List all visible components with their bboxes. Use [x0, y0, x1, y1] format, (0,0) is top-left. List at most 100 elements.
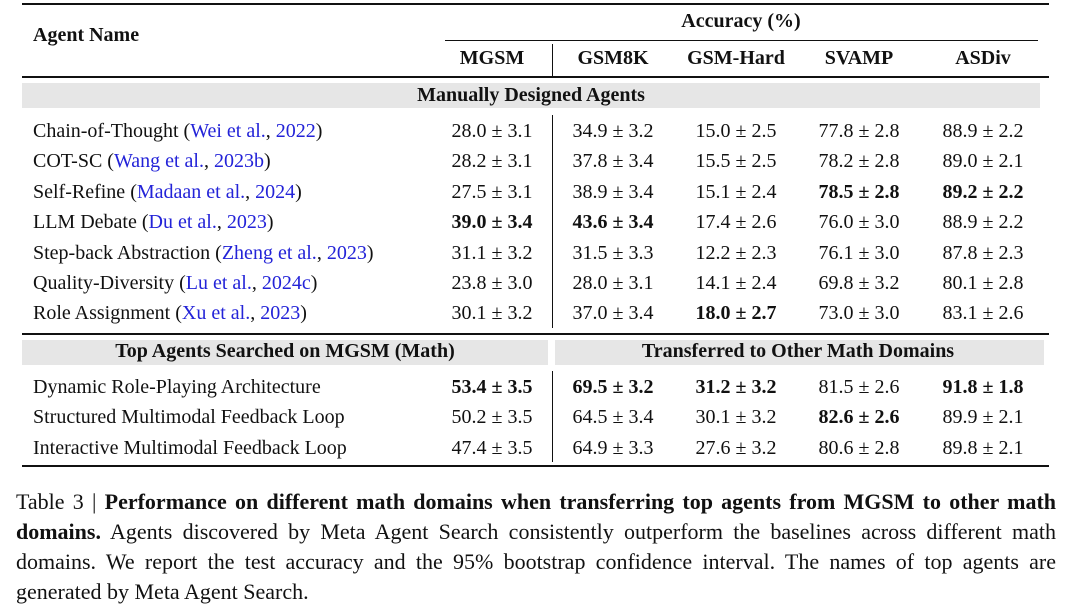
accuracy-cell: 15.5 ± 2.5 — [695, 150, 777, 173]
agent-label: , — [265, 120, 276, 142]
agent-label: , — [251, 272, 262, 294]
agent-label: Interactive Multimodal Feedback Loop — [33, 436, 347, 459]
citation-link: 2023b — [213, 150, 264, 173]
accuracy-cell: 15.1 ± 2.4 — [695, 180, 777, 203]
accuracy-cell: 89.2 ± 2.2 — [942, 180, 1024, 203]
agent-name: Chain-of-Thought (Wei et al., 2022) — [33, 119, 322, 143]
citation-link: 2024c — [261, 272, 311, 294]
accuracy-cell: 87.8 ± 2.3 — [942, 241, 1024, 264]
agent-label: ) — [366, 241, 374, 264]
agent-label: Dynamic Role-Playing Architecture — [33, 376, 321, 398]
accuracy-cell: 82.6 ± 2.6 — [818, 406, 900, 429]
rule — [552, 44, 553, 77]
accuracy-cell: 80.6 ± 2.8 — [818, 436, 900, 459]
agent-label: LLM Debate ( — [33, 211, 149, 234]
accuracy-cell: 34.9 ± 3.2 — [572, 120, 654, 142]
agent-label: Quality-Diversity ( — [33, 272, 186, 294]
agent-name: Step-back Abstraction (Zheng et al., 202… — [33, 241, 373, 265]
accuracy-cell: 64.5 ± 3.4 — [572, 406, 654, 429]
citation-link: Xu et al. — [181, 302, 251, 325]
agent-label: COT-SC ( — [33, 150, 114, 173]
section-band — [555, 340, 1044, 365]
header-group: Accuracy (%) — [681, 10, 801, 32]
accuracy-cell: 91.8 ± 1.8 — [942, 376, 1024, 398]
citation-link: Wang et al. — [113, 150, 204, 173]
accuracy-cell: 27.5 ± 3.1 — [451, 180, 533, 203]
caption: Table 3 | Performance on different math … — [16, 487, 1056, 607]
accuracy-cell: 15.0 ± 2.5 — [695, 120, 777, 142]
accuracy-cell: 12.2 ± 2.3 — [695, 241, 777, 264]
accuracy-cell: 53.4 ± 3.5 — [451, 376, 533, 398]
column-header: GSM8K — [577, 47, 649, 69]
rule — [22, 76, 1049, 78]
column-header: ASDiv — [955, 47, 1011, 69]
accuracy-cell: 31.5 ± 3.3 — [572, 241, 654, 264]
agent-label: Step-back Abstraction ( — [33, 241, 222, 264]
accuracy-cell: 69.8 ± 3.2 — [818, 272, 900, 294]
accuracy-cell: 18.0 ± 2.7 — [695, 302, 777, 325]
agent-label: ) — [295, 180, 302, 203]
agent-label: , — [203, 150, 214, 173]
section-title: Top Agents Searched on MGSM (Math) — [115, 340, 455, 362]
agent-label: ) — [263, 150, 271, 173]
section-title: Manually Designed Agents — [417, 84, 645, 106]
accuracy-cell: 17.4 ± 2.6 — [695, 211, 777, 234]
accuracy-cell: 78.2 ± 2.8 — [818, 150, 900, 173]
agent-label: ) — [310, 272, 318, 294]
accuracy-cell: 28.0 ± 3.1 — [451, 120, 533, 142]
accuracy-cell: 50.2 ± 3.5 — [451, 406, 533, 429]
accuracy-cell: 78.5 ± 2.8 — [818, 180, 900, 203]
accuracy-cell: 73.0 ± 3.0 — [818, 302, 900, 325]
citation-link: Madaan et al. — [136, 180, 246, 203]
accuracy-cell: 64.9 ± 3.3 — [572, 436, 654, 459]
rule — [552, 115, 553, 328]
citation-link: 2023 — [326, 241, 367, 264]
rule — [22, 465, 1049, 467]
agent-label: Structured Multimodal Feedback Loop — [33, 406, 345, 429]
section-title: Transferred to Other Math Domains — [641, 340, 955, 362]
caption-text: Agents discovered by Meta Agent Search c… — [16, 519, 1056, 604]
accuracy-cell: 37.0 ± 3.4 — [572, 302, 654, 325]
accuracy-cell: 89.9 ± 2.1 — [942, 406, 1024, 429]
column-header: SVAMP — [824, 47, 894, 69]
accuracy-cell: 83.1 ± 2.6 — [942, 302, 1024, 325]
agent-name: Interactive Multimodal Feedback Loop — [33, 436, 347, 460]
agent-label: , — [245, 180, 256, 203]
agent-label: , — [250, 302, 261, 325]
agent-label: ) — [315, 120, 323, 142]
accuracy-cell: 28.0 ± 3.1 — [572, 272, 654, 294]
accuracy-cell: 39.0 ± 3.4 — [451, 211, 533, 234]
agent-name: Dynamic Role-Playing Architecture — [33, 375, 321, 399]
caption-title: Performance on different math domains wh… — [16, 489, 1057, 544]
caption-label: Table 3 | — [16, 489, 97, 514]
citation-link: Lu et al. — [185, 272, 252, 294]
accuracy-cell: 81.5 ± 2.6 — [818, 376, 900, 398]
citation-link: 2022 — [275, 120, 316, 142]
accuracy-cell: 89.8 ± 2.1 — [942, 436, 1024, 459]
rule — [22, 3, 1049, 5]
accuracy-cell: 47.4 ± 3.5 — [451, 436, 533, 459]
accuracy-cell: 28.2 ± 3.1 — [451, 150, 533, 173]
accuracy-cell: 38.9 ± 3.4 — [572, 180, 654, 203]
accuracy-cell: 14.1 ± 2.4 — [695, 272, 777, 294]
section-band — [22, 83, 1040, 108]
accuracy-cell: 37.8 ± 3.4 — [572, 150, 654, 173]
agent-label: Self-Refine ( — [33, 180, 137, 203]
agent-label: ) — [300, 302, 307, 325]
accuracy-cell: 30.1 ± 3.2 — [451, 302, 533, 325]
accuracy-cell: 27.6 ± 3.2 — [695, 436, 777, 459]
agent-name: LLM Debate (Du et al., 2023) — [33, 210, 274, 234]
agent-name: Self-Refine (Madaan et al., 2024) — [33, 180, 302, 204]
accuracy-cell: 76.0 ± 3.0 — [818, 211, 900, 234]
accuracy-cell: 23.8 ± 3.0 — [451, 272, 533, 294]
agent-label: Chain-of-Thought ( — [33, 120, 191, 142]
accuracy-cell: 88.9 ± 2.2 — [942, 211, 1024, 234]
rule — [552, 371, 553, 462]
section-band — [22, 340, 548, 365]
accuracy-cell: 80.1 ± 2.8 — [942, 272, 1024, 294]
accuracy-cell: 43.6 ± 3.4 — [572, 211, 654, 234]
agent-name: COT-SC (Wang et al., 2023b) — [33, 149, 271, 173]
accuracy-cell: 31.1 ± 3.2 — [451, 241, 533, 264]
citation-link: Du et al. — [148, 211, 217, 234]
